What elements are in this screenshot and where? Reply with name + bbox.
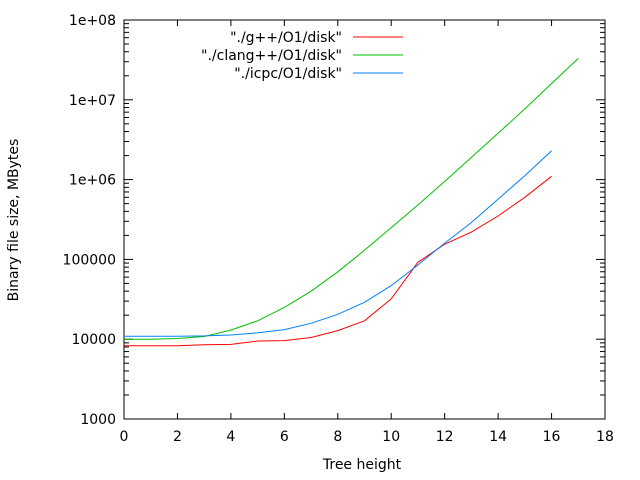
y-tick-label: 10000 bbox=[71, 332, 116, 348]
x-tick-label: 14 bbox=[489, 429, 507, 445]
y-tick-label: 1e+06 bbox=[69, 173, 116, 189]
plot-area-frame bbox=[123, 19, 606, 420]
legend: "./g++/O1/disk" "./clang++/O1/disk" "./icp… bbox=[201, 30, 403, 82]
x-axis-ticks: 0 2 4 6 8 10 12 14 16 18 bbox=[120, 20, 614, 445]
x-tick-label: 10 bbox=[382, 429, 400, 445]
y-tick-label: 1e+07 bbox=[69, 93, 116, 109]
x-tick-label: 4 bbox=[226, 429, 235, 445]
x-tick-label: 2 bbox=[173, 429, 182, 445]
x-tick-label: 16 bbox=[543, 429, 561, 445]
series-layer bbox=[124, 58, 579, 347]
y-tick-label: 100000 bbox=[63, 252, 116, 268]
x-axis-label: Tree height bbox=[322, 457, 402, 473]
x-tick-label: 0 bbox=[120, 429, 129, 445]
x-tick-label: 6 bbox=[280, 429, 289, 445]
y-tick-label: 1000 bbox=[80, 412, 116, 428]
y-tick-label: 1e+08 bbox=[69, 13, 116, 29]
series-line-1 bbox=[124, 58, 579, 340]
y-axis-label: Binary file size, MBytes bbox=[6, 139, 22, 302]
x-tick-label: 12 bbox=[436, 429, 454, 445]
legend-label: "./clang++/O1/disk" bbox=[201, 48, 342, 64]
y-axis-ticks: 1000 10000 100000 1e+06 1e+07 1e+08 bbox=[63, 13, 605, 428]
series-line-2 bbox=[124, 150, 552, 337]
series-line-0 bbox=[124, 175, 552, 347]
legend-label: "./g++/O1/disk" bbox=[230, 30, 342, 46]
x-tick-label: 8 bbox=[333, 429, 342, 445]
legend-label: "./icpc/O1/disk" bbox=[234, 66, 342, 82]
x-tick-label: 18 bbox=[596, 429, 614, 445]
